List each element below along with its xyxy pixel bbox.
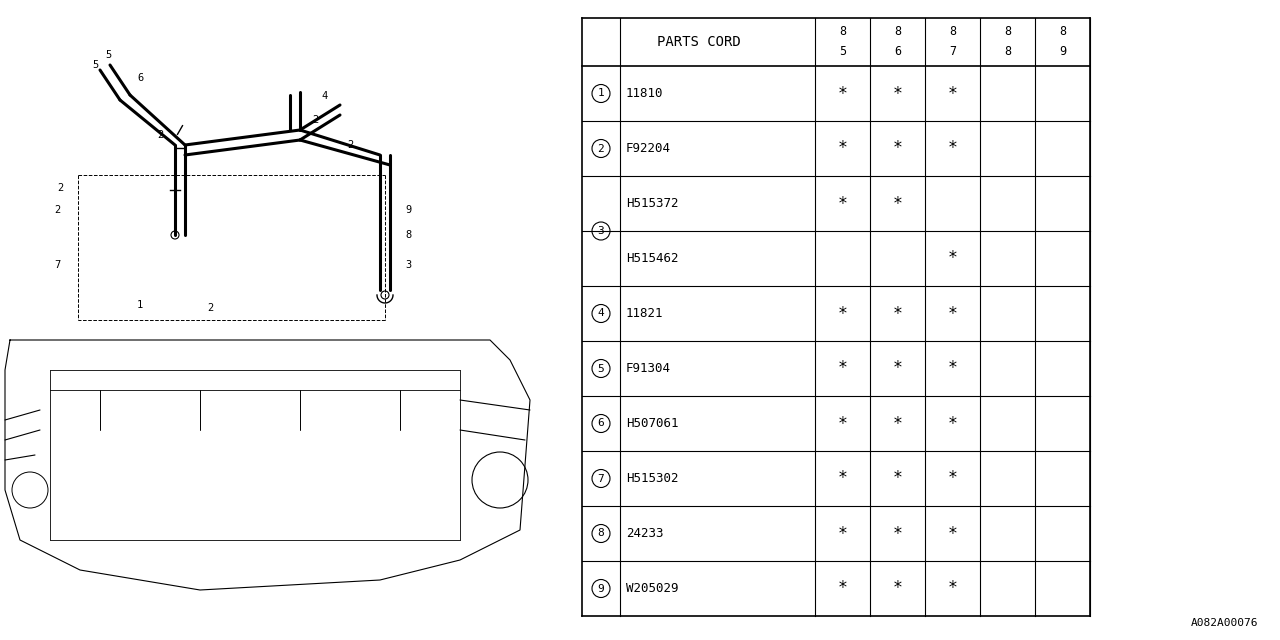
Text: 6: 6 <box>137 73 143 83</box>
Text: 4: 4 <box>321 91 328 101</box>
Text: *: * <box>947 250 957 268</box>
Text: *: * <box>947 579 957 598</box>
Text: 8: 8 <box>1059 25 1066 38</box>
Text: *: * <box>837 305 847 323</box>
Text: 5: 5 <box>105 50 111 60</box>
Text: 7: 7 <box>948 45 956 58</box>
Text: *: * <box>947 415 957 433</box>
Text: 2: 2 <box>347 140 353 150</box>
Text: PARTS CORD: PARTS CORD <box>657 35 740 49</box>
Text: 2: 2 <box>207 303 214 313</box>
Text: 9: 9 <box>598 584 604 593</box>
Text: *: * <box>837 415 847 433</box>
Text: 8: 8 <box>404 230 411 240</box>
Text: 3: 3 <box>598 226 604 236</box>
Text: *: * <box>947 84 957 102</box>
Text: 1: 1 <box>137 300 143 310</box>
Text: 24233: 24233 <box>626 527 663 540</box>
Text: 3: 3 <box>404 260 411 270</box>
Text: *: * <box>892 360 902 378</box>
Text: 5: 5 <box>92 60 99 70</box>
Text: 2: 2 <box>598 143 604 154</box>
Text: 8: 8 <box>838 25 846 38</box>
Text: *: * <box>892 525 902 543</box>
Text: 2: 2 <box>54 205 60 215</box>
Text: *: * <box>892 195 902 212</box>
Text: 8: 8 <box>1004 25 1011 38</box>
Text: *: * <box>947 140 957 157</box>
Text: 5: 5 <box>598 364 604 374</box>
Text: 8: 8 <box>1004 45 1011 58</box>
Text: 9: 9 <box>404 205 411 215</box>
Text: *: * <box>892 415 902 433</box>
Text: H515372: H515372 <box>626 197 678 210</box>
Text: *: * <box>837 195 847 212</box>
Text: 5: 5 <box>838 45 846 58</box>
Text: *: * <box>947 305 957 323</box>
Text: 8: 8 <box>893 25 901 38</box>
Text: *: * <box>892 305 902 323</box>
Text: *: * <box>837 84 847 102</box>
Text: 2: 2 <box>56 183 63 193</box>
Text: H515462: H515462 <box>626 252 678 265</box>
Text: 7: 7 <box>54 260 60 270</box>
Text: 1: 1 <box>598 88 604 99</box>
Text: H515302: H515302 <box>626 472 678 485</box>
Text: 9: 9 <box>1059 45 1066 58</box>
Text: *: * <box>947 470 957 488</box>
Text: 11810: 11810 <box>626 87 663 100</box>
Text: *: * <box>837 140 847 157</box>
Text: 7: 7 <box>598 474 604 483</box>
Text: *: * <box>837 470 847 488</box>
Text: *: * <box>892 470 902 488</box>
Text: *: * <box>892 84 902 102</box>
Text: *: * <box>947 360 957 378</box>
Text: 6: 6 <box>598 419 604 429</box>
Text: F91304: F91304 <box>626 362 671 375</box>
Text: 8: 8 <box>948 25 956 38</box>
Text: A082A00076: A082A00076 <box>1190 618 1258 628</box>
Text: *: * <box>892 140 902 157</box>
Text: 6: 6 <box>893 45 901 58</box>
Text: F92204: F92204 <box>626 142 671 155</box>
Text: *: * <box>947 525 957 543</box>
Text: 8: 8 <box>598 529 604 538</box>
Text: 11821: 11821 <box>626 307 663 320</box>
Text: *: * <box>837 525 847 543</box>
Text: H507061: H507061 <box>626 417 678 430</box>
Text: 2: 2 <box>157 130 163 140</box>
Text: *: * <box>837 360 847 378</box>
Text: *: * <box>837 579 847 598</box>
Text: W205029: W205029 <box>626 582 678 595</box>
Text: 4: 4 <box>598 308 604 319</box>
Text: 2: 2 <box>312 115 319 125</box>
Text: *: * <box>892 579 902 598</box>
